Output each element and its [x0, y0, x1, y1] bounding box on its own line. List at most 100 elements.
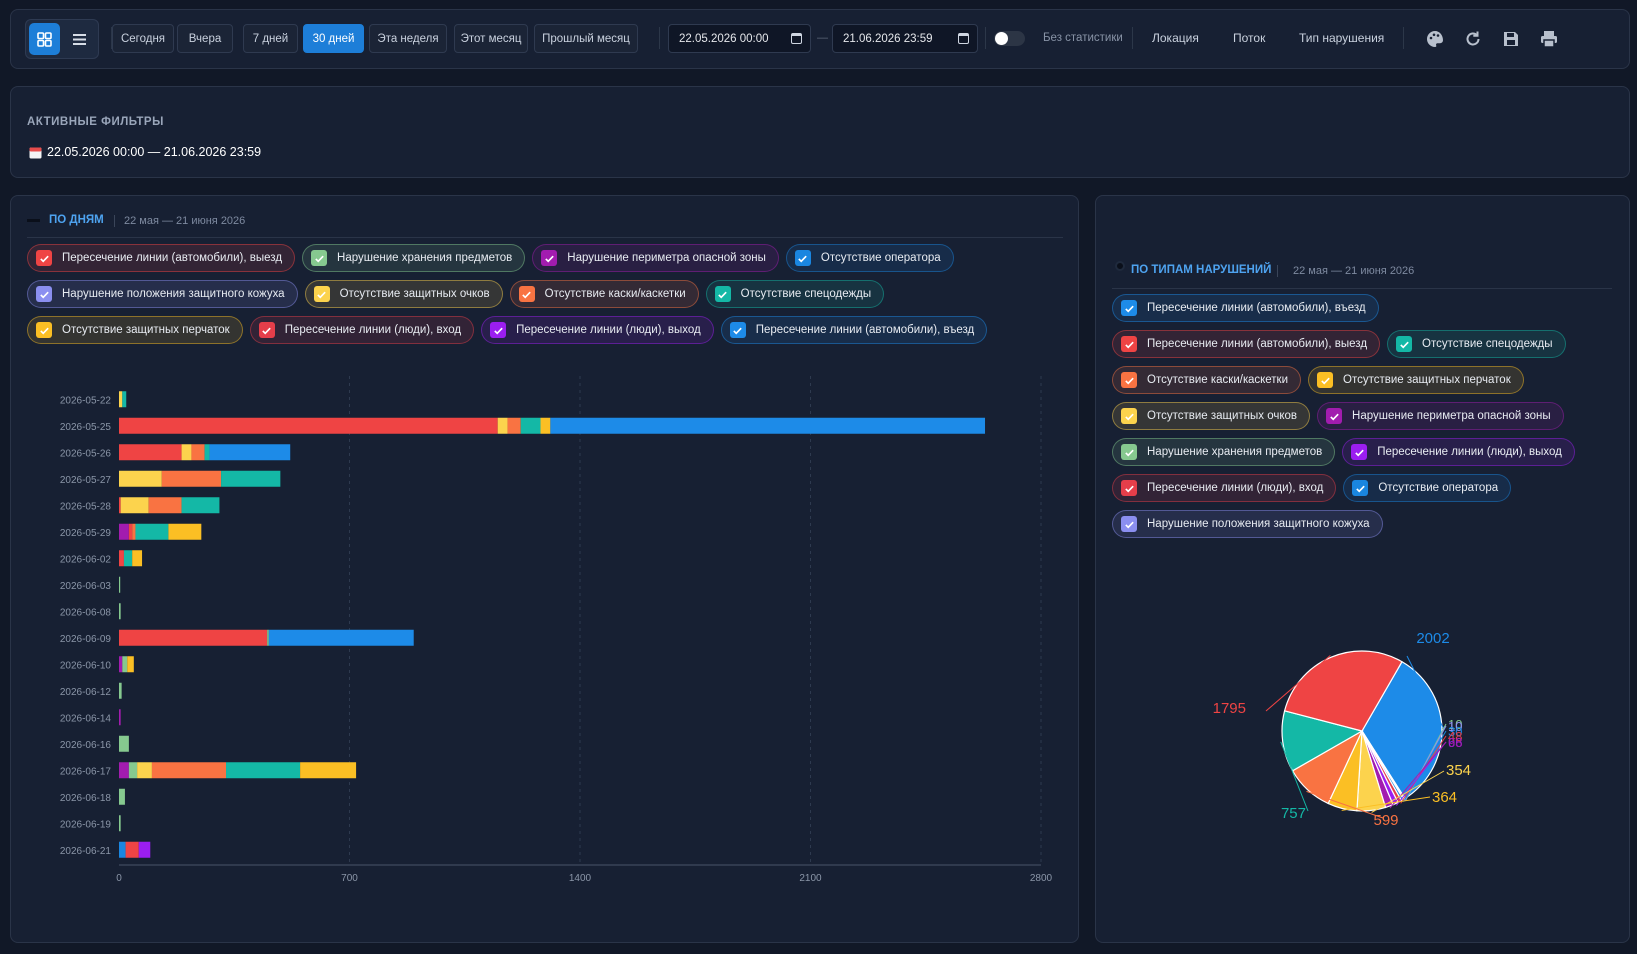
no-stats-toggle[interactable]: [994, 31, 1025, 46]
checkbox-icon[interactable]: [1121, 372, 1137, 388]
list-view-button[interactable]: [64, 23, 95, 55]
bar-segment: [497, 417, 508, 434]
legend-chip[interactable]: Нарушение периметра опасной зоны: [532, 244, 779, 272]
checkbox-icon[interactable]: [1317, 372, 1334, 388]
legend-chip[interactable]: Отсутствие спецодежды: [1387, 330, 1566, 358]
checkbox-icon[interactable]: [1121, 516, 1137, 532]
checkbox-icon[interactable]: [518, 286, 535, 302]
preset-button[interactable]: 7 дней: [243, 24, 298, 53]
checkbox-icon[interactable]: [1121, 444, 1137, 460]
legend-chip[interactable]: Пересечение линии (люди), вход: [1112, 474, 1337, 502]
legend-row: Нарушение положения защитного кожуха: [1112, 510, 1383, 538]
save-icon[interactable]: [1500, 28, 1522, 50]
by-days-title: ПО ДНЯМ: [49, 214, 104, 226]
legend-row: Пересечение линии (автомобили), выезд Нар…: [27, 244, 954, 272]
divider: [27, 237, 1063, 238]
refresh-icon[interactable]: [1462, 28, 1484, 50]
legend-row: Пересечение линии (автомобили), выезд Отс…: [1112, 330, 1566, 358]
preset-button[interactable]: 30 дней: [303, 24, 364, 53]
checkbox-icon[interactable]: [1352, 480, 1369, 496]
legend-chip[interactable]: Отсутствие защитных очков: [1112, 402, 1311, 430]
bar-segment: [267, 629, 269, 646]
checkbox-icon[interactable]: [36, 250, 52, 266]
palette-icon[interactable]: [1424, 28, 1446, 50]
checkbox-icon[interactable]: [313, 286, 330, 302]
legend-label: Отсутствие спецодежды: [1422, 338, 1553, 350]
checkbox-icon[interactable]: [729, 322, 746, 338]
legend-chip[interactable]: Отсутствие защитных перчаток: [27, 316, 243, 344]
legend-chip[interactable]: Нарушение периметра опасной зоны: [1317, 402, 1564, 430]
legend-chip[interactable]: Отсутствие каски/кaскетки: [509, 280, 699, 308]
legend-chip[interactable]: Отсутствие оператора: [785, 244, 954, 272]
pie-slice: [1361, 660, 1443, 800]
bar-segment: [135, 523, 169, 540]
checkbox-icon[interactable]: [36, 322, 52, 338]
preset-button[interactable]: Сегодня: [112, 24, 174, 53]
legend-chip[interactable]: Нарушение положения защитного кожуха: [27, 280, 298, 308]
legend-chip[interactable]: Пересечение линии (автомобили), выезд: [27, 244, 296, 272]
checkbox-icon[interactable]: [541, 250, 558, 266]
legend-chip[interactable]: Пересечение линии (автомобили), въезд: [720, 316, 988, 344]
legend-chip[interactable]: Отсутствие защитных перчаток: [1308, 366, 1524, 394]
legend-chip[interactable]: Пересечение линии (автомобили), въезд: [1112, 294, 1379, 322]
divider: [985, 27, 986, 49]
bar-segment: [507, 417, 521, 434]
checkbox-icon[interactable]: [1351, 444, 1368, 460]
grid-view-button[interactable]: [29, 23, 60, 55]
preset-button[interactable]: Этот месяц: [454, 24, 528, 53]
legend-label: Нарушение хранения предметов: [337, 252, 513, 264]
print-icon[interactable]: [1538, 28, 1560, 50]
bar-segment: [181, 444, 192, 461]
legend-chip[interactable]: Нарушение хранения предметов: [1112, 438, 1336, 466]
checkbox-icon[interactable]: [1326, 408, 1343, 424]
legend-chip[interactable]: Отсутствие оператора: [1343, 474, 1512, 502]
checkbox-icon[interactable]: [311, 250, 328, 266]
checkbox-icon[interactable]: [1121, 408, 1137, 424]
legend-label: Пересечение линии (автомобили), въезд: [1147, 302, 1366, 314]
legend-chip[interactable]: Нарушение положения защитного кожуха: [1112, 510, 1383, 538]
preset-button[interactable]: Вчера: [177, 24, 233, 53]
checkbox-icon[interactable]: [490, 322, 507, 338]
legend-label: Нарушение хранения предметов: [1147, 446, 1323, 458]
bar-segment: [151, 762, 227, 779]
divider: [1277, 265, 1278, 277]
preset-button[interactable]: Прошлый месяц: [534, 24, 638, 53]
violation-type-menu[interactable]: Тип нарушения: [1299, 31, 1385, 45]
legend-chip[interactable]: Отсутствие каски/кaскетки: [1112, 366, 1302, 394]
checkbox-icon[interactable]: [36, 286, 52, 302]
checkbox-icon[interactable]: [714, 286, 731, 302]
checkbox-icon[interactable]: [1396, 336, 1413, 352]
x-tick-label: 2100: [799, 873, 822, 884]
date-to-input[interactable]: 21.06.2026 23:59: [832, 24, 978, 53]
divider: [1132, 27, 1133, 49]
pie-value-label: 1795: [1213, 700, 1246, 717]
checkbox-icon[interactable]: [794, 250, 811, 266]
preset-button[interactable]: Эта неделя: [369, 24, 447, 53]
legend-chip[interactable]: Пересечение линии (автомобили), выезд: [1112, 330, 1381, 358]
y-tick-label: 2026-06-10: [60, 660, 112, 671]
bar-segment: [209, 444, 291, 461]
legend-chip[interactable]: Пересечение линии (люди), вход: [249, 316, 475, 344]
checkbox-icon[interactable]: [258, 322, 275, 338]
location-menu[interactable]: Локация: [1152, 31, 1199, 45]
date-from-input[interactable]: 22.05.2026 00:00: [668, 24, 811, 53]
pie-value-label: 48: [1448, 729, 1462, 744]
stream-menu[interactable]: Поток: [1233, 31, 1266, 45]
legend-row: Отсутствие каски/кaскетки Отсутствие защи…: [1112, 366, 1524, 394]
checkbox-icon[interactable]: [1121, 480, 1137, 496]
legend-chip[interactable]: Отсутствие спецодежды: [705, 280, 885, 308]
bar-segment: [119, 735, 129, 752]
legend-label: Пересечение линии (автомобили), выезд: [1147, 338, 1368, 350]
legend-chip[interactable]: Пересечение линии (люди), выход: [1342, 438, 1575, 466]
checkbox-icon[interactable]: [1121, 336, 1137, 352]
panel-marker: [27, 219, 40, 222]
bar-segment: [128, 523, 133, 540]
bar-segment: [119, 762, 129, 779]
x-tick-label: 0: [116, 873, 122, 884]
legend-chip[interactable]: Пересечение линии (люди), выход: [481, 316, 714, 344]
checkbox-icon[interactable]: [1121, 300, 1137, 316]
legend-chip[interactable]: Отсутствие защитных очков: [304, 280, 503, 308]
legend-chip[interactable]: Нарушение хранения предметов: [302, 244, 526, 272]
x-tick-label: 2800: [1030, 873, 1053, 884]
y-tick-label: 2026-05-29: [60, 528, 112, 539]
